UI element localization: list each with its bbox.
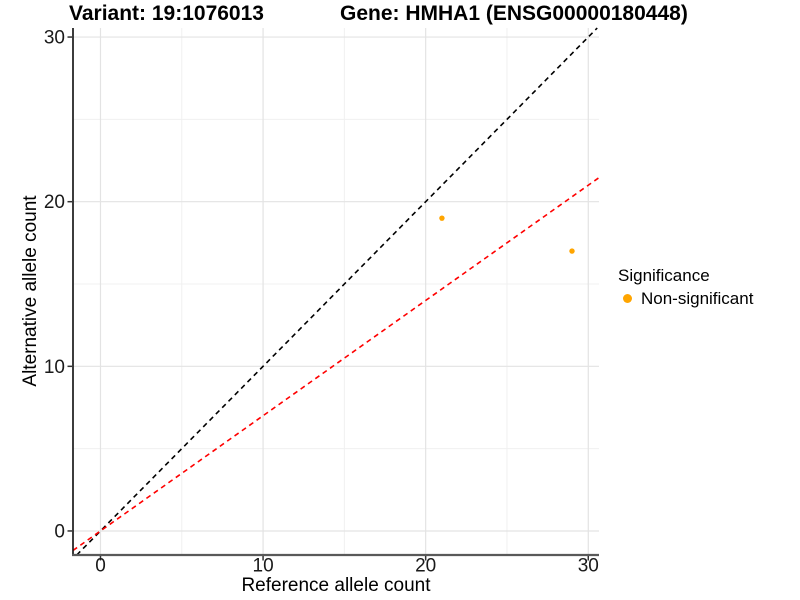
x-tick-label: 0: [95, 556, 106, 577]
y-tick-label: 0: [54, 521, 65, 542]
legend-title: Significance: [618, 266, 710, 285]
x-tick-label: 20: [415, 556, 436, 577]
data-point: [439, 215, 445, 221]
ratio-line: [72, 176, 600, 552]
x-axis-title: Reference allele count: [241, 575, 431, 596]
y-axis-title: Alternative allele count: [20, 195, 41, 387]
x-tick-label: 30: [578, 556, 599, 577]
legend: Significance Non-significant: [618, 266, 753, 308]
legend-item: Non-significant: [618, 289, 753, 308]
data-point: [569, 248, 575, 254]
identity-line: [76, 27, 598, 556]
y-tick-label: 10: [44, 357, 65, 378]
y-tick-label: 20: [44, 192, 65, 213]
plot-title-gene: Gene: HMHA1 (ENSG00000180448): [340, 2, 688, 25]
legend-item-label: Non-significant: [641, 289, 754, 308]
y-tick-label: 30: [44, 28, 65, 49]
point-marker-icon: [623, 294, 632, 303]
plot-title-variant: Variant: 19:1076013: [69, 2, 264, 25]
x-tick-label: 10: [253, 556, 274, 577]
